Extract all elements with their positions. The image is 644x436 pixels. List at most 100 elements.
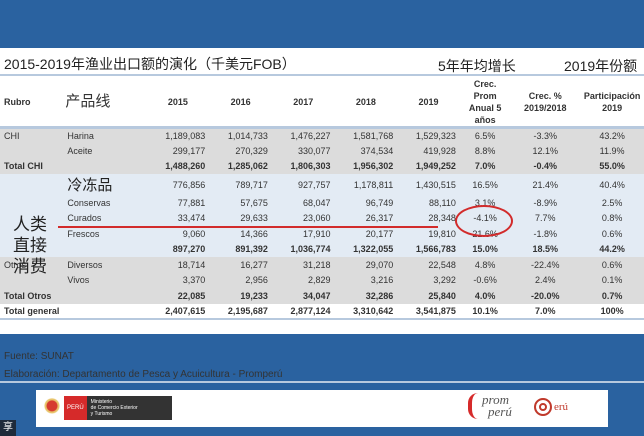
col-product: 产品线	[65, 93, 111, 110]
ministry-label: Ministerio de Comercio Exterior y Turism…	[86, 396, 172, 420]
cell-2018: 96,749	[334, 195, 398, 211]
col-participacion: Participación 2019	[583, 91, 641, 113]
col-2019: 2019	[418, 97, 439, 107]
side-label-line: 消费	[13, 257, 47, 276]
table-row: CHI Harina 1,189,083 1,014,733 1,476,227…	[0, 127, 644, 143]
col-2017: 2017	[293, 97, 314, 107]
cell-rubro	[0, 174, 64, 195]
cell-2015: 3,370	[146, 272, 210, 288]
marca-peru-text: erú	[554, 401, 569, 413]
human-consumption-label: 人类 直接 消费	[10, 214, 50, 277]
title-row: 2015-2019年渔业出口额的演化（千美元FOB） 5年年均增长 2019年份…	[0, 48, 644, 76]
share-button[interactable]: 享	[0, 420, 16, 436]
col-2015: 2015	[167, 97, 188, 107]
cell-2015: 2,407,615	[146, 303, 210, 320]
cell-2017: 1,036,774	[271, 241, 335, 257]
cell-product: Conservas	[63, 195, 147, 211]
cell-participacion: 40.4%	[580, 174, 644, 195]
cell-2015: 22,085	[146, 288, 210, 304]
cell-crec-pct: 21.4%	[510, 174, 581, 195]
table-row: Aceite 299,177 270,329 330,077 374,534 4…	[0, 143, 644, 159]
cell-2015: 1,488,260	[146, 158, 210, 174]
cell-2016: 1,285,062	[209, 158, 272, 174]
cell-product: Curados	[63, 210, 147, 226]
cell-2018: 1,581,768	[334, 127, 398, 143]
cell-2019: 3,541,875	[397, 303, 460, 320]
ministry-line: y Turismo	[90, 411, 113, 417]
coat-of-arms-icon	[44, 396, 60, 418]
table-row-total-general: Total general 2,407,615 2,195,687 2,877,…	[0, 303, 644, 320]
cell-crec-prom: -0.6%	[459, 272, 511, 288]
cell-crec-prom: 8.8%	[459, 143, 511, 159]
cell-crec-pct: 12.1%	[510, 143, 581, 159]
elaboration-note: Elaboración: Departamento de Pesca y Acu…	[4, 369, 283, 380]
cell-2015: 9,060	[146, 226, 210, 242]
col-2016: 2016	[230, 97, 251, 107]
spiral-icon	[534, 398, 552, 416]
cell-participacion: 0.6%	[580, 257, 644, 273]
cell-2016: 789,717	[209, 174, 272, 195]
cell-2019: 22,548	[397, 257, 460, 273]
col-crec-pct: Crec. % 2019/2018	[523, 91, 567, 113]
promperu-logo: prom perú	[468, 393, 512, 419]
cell-2016: 19,233	[209, 288, 272, 304]
cell-2016: 57,675	[209, 195, 272, 211]
cell-2016: 891,392	[209, 241, 272, 257]
cell-2017: 2,877,124	[271, 303, 335, 320]
cell-rubro	[0, 210, 64, 226]
annotation-2019-share: 2019年份额	[564, 58, 638, 74]
cell-rubro: Total general	[0, 303, 64, 320]
slide-title: 2015-2019年渔业出口额的演化（千美元FOB）	[4, 56, 296, 72]
cell-product: Aceite	[63, 143, 147, 159]
cell-2015: 33,474	[146, 210, 210, 226]
cell-participacion: 100%	[580, 303, 644, 320]
cell-2019: 3,292	[397, 272, 460, 288]
red-circle-annotation	[455, 205, 513, 237]
cell-product	[63, 303, 147, 320]
cell-participacion: 0.7%	[580, 288, 644, 304]
cell-crec-prom: 7.0%	[459, 158, 511, 174]
cell-2018: 20,177	[334, 226, 398, 242]
cell-2017: 31,218	[271, 257, 335, 273]
cell-product	[63, 158, 147, 174]
cell-rubro: Otros	[0, 257, 64, 273]
table-row-total-chd: 897,270 891,392 1,036,774 1,322,055 1,56…	[0, 241, 644, 257]
cell-2015: 1,189,083	[146, 127, 210, 143]
cell-2018: 1,178,811	[334, 174, 398, 195]
cell-crec-pct: 7.0%	[510, 303, 581, 320]
cell-crec-prom: 10.1%	[459, 303, 511, 320]
cell-crec-pct: -8.9%	[510, 195, 581, 211]
cell-rubro: Total Otros	[0, 288, 64, 304]
peru-label: PERÚ	[64, 396, 87, 420]
cell-2018: 1,322,055	[334, 241, 398, 257]
cell-rubro	[0, 226, 64, 242]
cell-crec-prom: 6.5%	[459, 127, 511, 143]
side-label-line: 直接	[13, 236, 47, 255]
cell-2017: 1,806,303	[271, 158, 335, 174]
cell-2018: 1,956,302	[334, 158, 398, 174]
exports-table: Rubro 产品线 2015 2016 2017 2018 2019 Crec.…	[0, 78, 644, 320]
cell-crec-prom: 4.0%	[459, 288, 511, 304]
cell-rubro	[0, 143, 64, 159]
cell-2015: 77,881	[146, 195, 210, 211]
table-row: Frescos 9,060 14,366 17,910 20,177 19,81…	[0, 226, 644, 242]
col-crec-prom: Crec. Prom Anual 5 años	[468, 79, 502, 125]
cell-2018: 32,286	[334, 288, 398, 304]
source-note: Fuente: SUNAT	[4, 351, 74, 362]
cell-crec-pct: -0.4%	[510, 158, 581, 174]
cell-2018: 26,317	[334, 210, 398, 226]
cell-participacion: 44.2%	[580, 241, 644, 257]
cell-crec-pct: -22.4%	[510, 257, 581, 273]
cell-2017: 34,047	[271, 288, 335, 304]
cell-product: Harina	[63, 127, 147, 143]
cell-product: Vivos	[63, 272, 147, 288]
cell-2018: 3,216	[334, 272, 398, 288]
cell-2019: 1,430,515	[397, 174, 460, 195]
cell-crec-pct: 7.7%	[510, 210, 581, 226]
cell-product	[63, 241, 147, 257]
cell-participacion: 43.2%	[580, 127, 644, 143]
footer-logo-bar: PERÚ Ministerio de Comercio Exterior y T…	[36, 390, 608, 427]
divider	[0, 381, 644, 383]
cell-2019: 28,348	[397, 210, 460, 226]
col-rubro: Rubro	[4, 97, 31, 107]
